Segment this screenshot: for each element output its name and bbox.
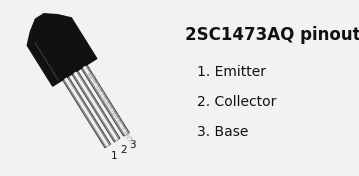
- Text: 2: 2: [120, 145, 127, 155]
- Text: el-component.com: el-component.com: [84, 70, 136, 146]
- Polygon shape: [74, 72, 118, 141]
- Polygon shape: [27, 14, 97, 86]
- Text: 1. Emitter: 1. Emitter: [197, 65, 266, 79]
- Text: 2. Collector: 2. Collector: [197, 95, 276, 109]
- Polygon shape: [81, 65, 129, 136]
- Text: 3. Base: 3. Base: [197, 125, 248, 139]
- Text: 1: 1: [111, 151, 117, 161]
- Text: 2SC1473AQ pinout: 2SC1473AQ pinout: [185, 26, 359, 44]
- Polygon shape: [64, 77, 109, 147]
- Polygon shape: [62, 76, 111, 148]
- Text: 3: 3: [130, 140, 136, 150]
- Polygon shape: [83, 66, 128, 135]
- Polygon shape: [72, 71, 120, 142]
